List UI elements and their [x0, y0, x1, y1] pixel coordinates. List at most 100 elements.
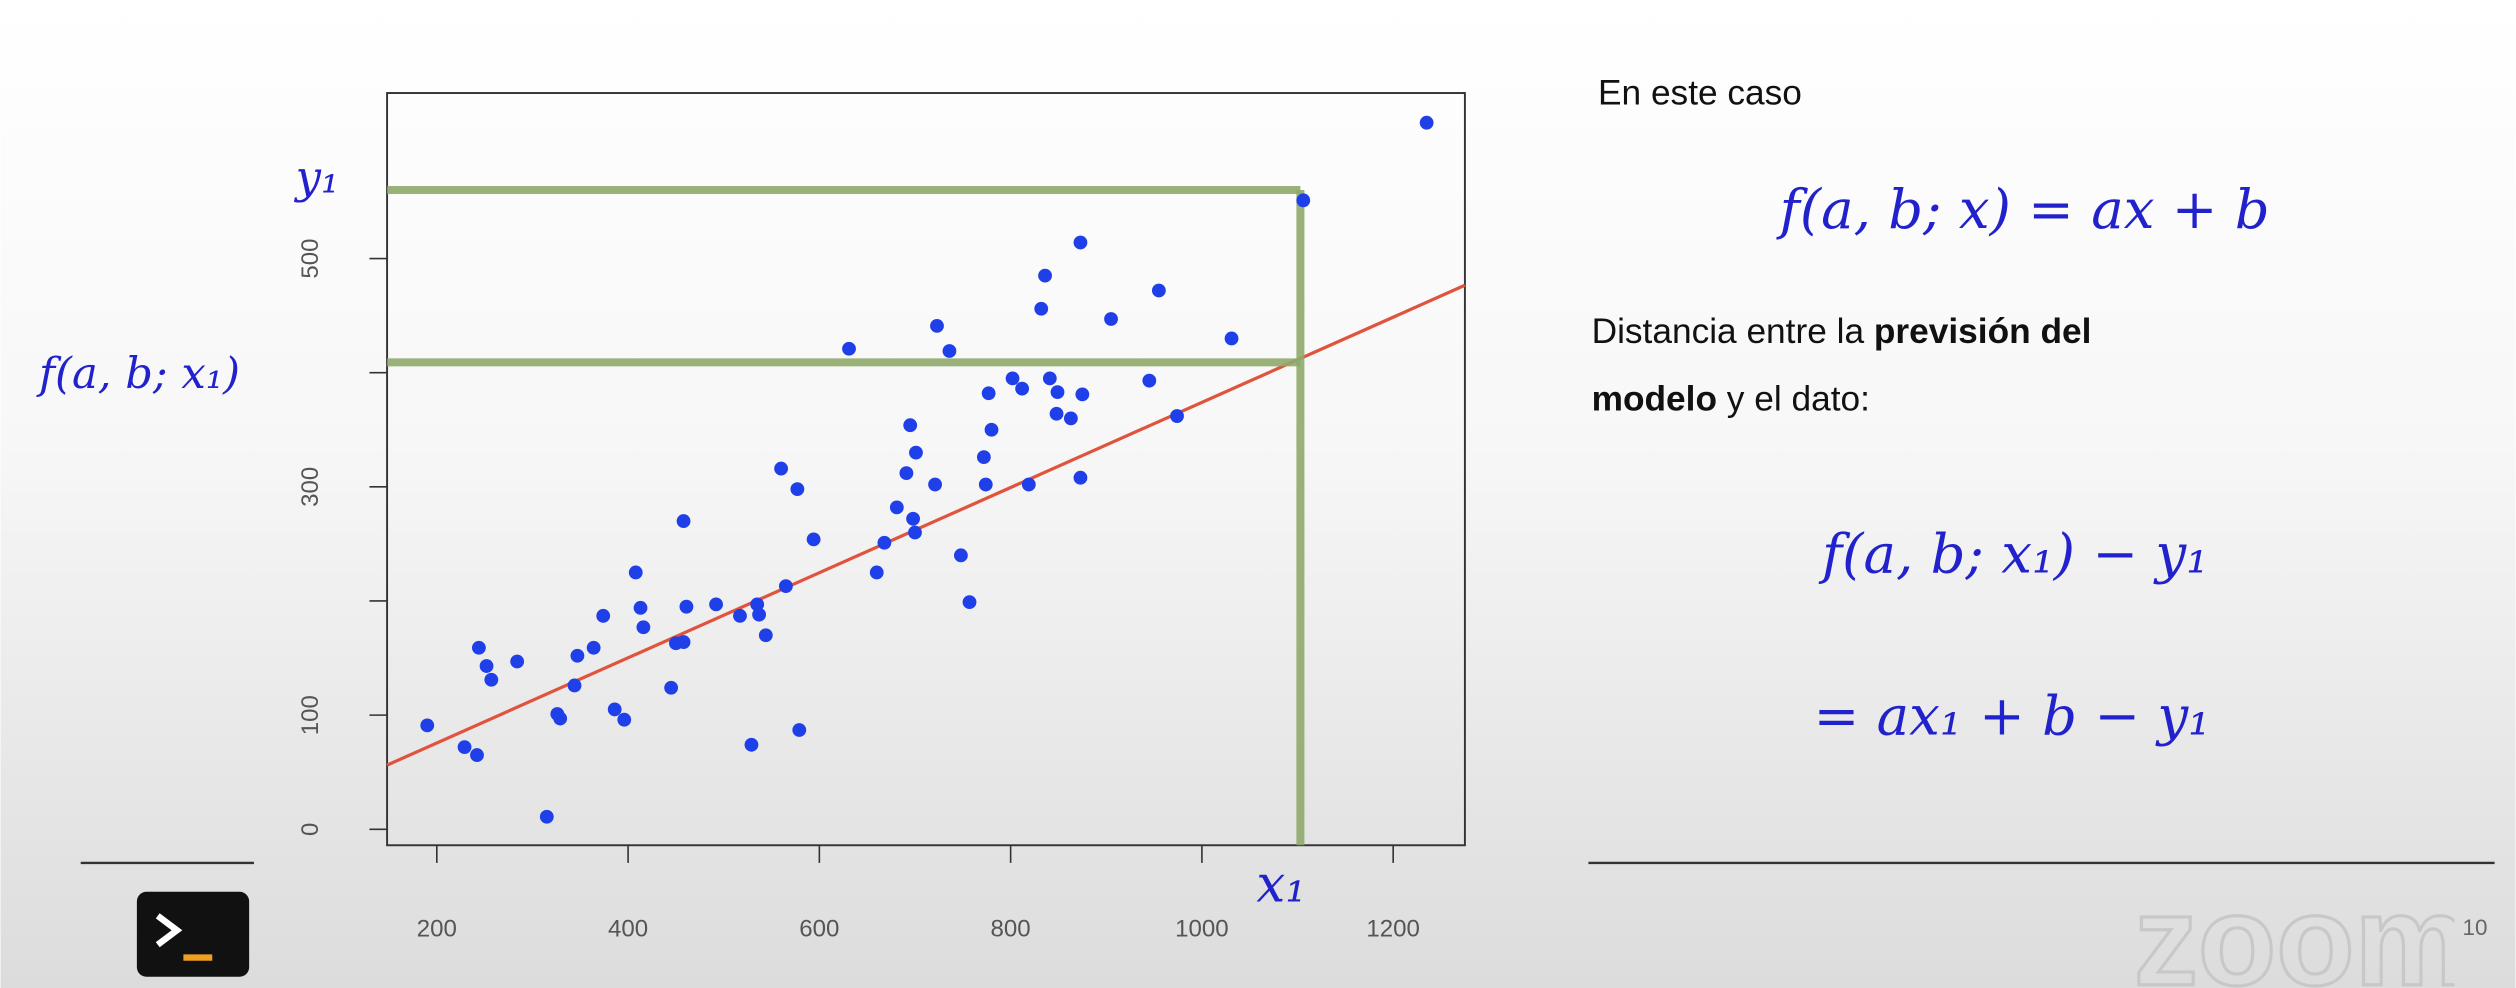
x-tick-label: 400: [608, 916, 648, 943]
formula-2: f(a, b; x₁) − y₁: [1818, 522, 2208, 586]
heading: En este caso: [1598, 73, 1802, 112]
x-tick-label: 1200: [1366, 916, 1419, 943]
point: [744, 737, 759, 752]
watermark: zoom: [2134, 870, 2469, 988]
point: [903, 418, 918, 433]
y-tick-label: 100: [297, 695, 324, 735]
point: [471, 640, 486, 655]
point: [1073, 235, 1088, 250]
point: [709, 597, 723, 612]
point: [1224, 331, 1239, 346]
point: [981, 386, 996, 401]
description-run: modelo: [1592, 380, 1717, 419]
point: [633, 600, 648, 615]
point: [1005, 371, 1020, 386]
point: [420, 718, 435, 733]
point: [567, 678, 582, 693]
point: [752, 607, 767, 622]
description-run: y el dato:: [1717, 380, 1870, 419]
point: [758, 628, 773, 643]
formula-3: = ax₁ + b − y₁: [1814, 684, 2210, 748]
point: [733, 608, 747, 623]
point: [978, 477, 993, 492]
point: [484, 672, 499, 687]
point: [909, 445, 923, 460]
point: [928, 477, 942, 492]
point: [570, 648, 585, 663]
point: [869, 565, 884, 580]
terminal-icon: [136, 891, 250, 977]
point: [806, 532, 821, 547]
y-tick-label: 500: [297, 238, 324, 278]
point: [479, 659, 494, 673]
point: [908, 525, 922, 540]
point: [790, 482, 805, 497]
point: [1296, 193, 1311, 208]
page-number: 10: [2463, 915, 2488, 940]
point: [962, 595, 977, 610]
y-tick-label: 300: [297, 467, 324, 507]
description-line: Distancia entre la previsión del: [1592, 312, 2092, 351]
point: [596, 608, 611, 623]
description-run: previsión del: [1874, 312, 2092, 351]
point: [877, 535, 892, 550]
point: [664, 680, 679, 695]
point: [1151, 283, 1166, 298]
point: [954, 548, 968, 563]
point: [676, 635, 691, 649]
point: [774, 461, 789, 476]
point: [1075, 387, 1090, 402]
description-run: Distancia entre la: [1592, 312, 1874, 351]
point: [679, 599, 694, 614]
plot-frame: [386, 92, 1466, 847]
point: [906, 511, 920, 526]
point: [1038, 268, 1052, 283]
x-tick-label: 800: [991, 916, 1031, 943]
y1-label: y₁: [294, 150, 339, 203]
formula-1: f(a, b; x) = ax + b: [1776, 177, 2270, 241]
point: [1104, 312, 1118, 326]
x1-label: x₁: [1256, 854, 1306, 914]
point: [1419, 115, 1434, 130]
point: [792, 723, 807, 737]
point: [1073, 470, 1088, 485]
point: [676, 514, 691, 528]
x-tick-label: 200: [417, 916, 457, 943]
point: [510, 654, 525, 669]
point: [470, 748, 484, 762]
description-line: modelo y el dato:: [1592, 380, 1870, 419]
y-tick-label: 0: [297, 823, 324, 836]
x-tick-label: 600: [799, 916, 839, 943]
x-tick-label: 1000: [1175, 916, 1229, 943]
point: [636, 620, 651, 635]
point: [1021, 477, 1036, 492]
point: [1015, 381, 1030, 396]
point: [984, 422, 999, 437]
point: [617, 712, 632, 727]
point: [899, 466, 914, 481]
point: [976, 450, 991, 465]
point: [1050, 385, 1065, 399]
point: [1049, 406, 1064, 421]
point: [1170, 409, 1184, 423]
point: [1063, 411, 1078, 426]
point: [750, 597, 765, 612]
point: [1042, 371, 1057, 386]
point: [539, 809, 554, 824]
point: [942, 344, 957, 358]
point: [930, 318, 944, 333]
point: [1142, 373, 1157, 388]
point: [586, 640, 601, 655]
point: [457, 740, 472, 754]
point: [1034, 301, 1049, 316]
point: [607, 702, 622, 717]
fit-label: f(a, b; x₁): [36, 349, 240, 399]
point: [553, 711, 568, 726]
point: [778, 579, 793, 594]
point: [889, 500, 904, 515]
point: [628, 565, 643, 580]
